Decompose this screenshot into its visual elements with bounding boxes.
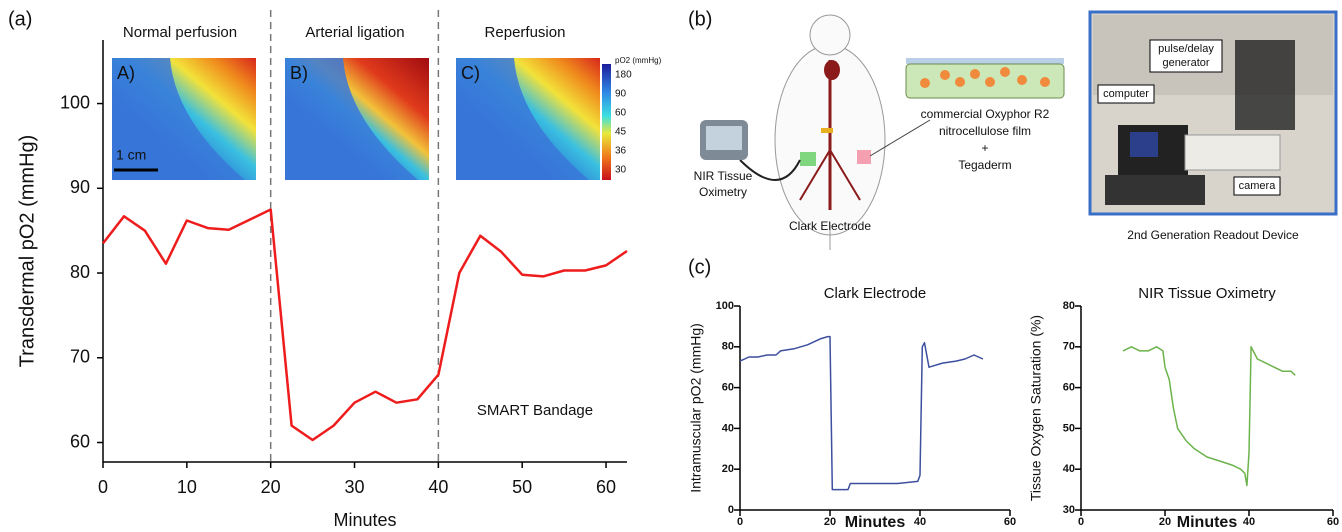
- film-icon: [906, 58, 1064, 98]
- x-tick-label: 50: [512, 477, 532, 497]
- data-line: [740, 337, 983, 490]
- x-tick-label: 60: [1327, 516, 1339, 528]
- x-axis-label: Minutes: [333, 510, 396, 530]
- x-tick-label: 40: [1243, 516, 1255, 528]
- mouse-diagram: [740, 15, 930, 250]
- x-tick-label: 40: [428, 477, 448, 497]
- y-tick-label: 60: [70, 431, 90, 451]
- y-axis-label: Tissue Oxygen Saturation (%): [1028, 315, 1044, 501]
- panel-label: (a): [8, 8, 32, 30]
- y-tick-label: 60: [1063, 382, 1075, 394]
- y-tick-label: 40: [722, 422, 734, 434]
- y-axis-label: Transdermal pO2 (mmHg): [16, 135, 38, 368]
- heatmap: [112, 58, 600, 180]
- photo-label: computer: [1103, 88, 1149, 100]
- chart-title: Clark Electrode: [824, 285, 927, 302]
- x-tick-label: 20: [1159, 516, 1171, 528]
- colorbar: [602, 64, 611, 180]
- y-tick-label: 60: [722, 382, 734, 394]
- x-tick-label: 60: [1004, 516, 1016, 528]
- photo-label: camera: [1239, 180, 1277, 192]
- x-tick-label: 20: [824, 516, 836, 528]
- x-tick-label: 10: [177, 477, 197, 497]
- x-axis-label: Minutes: [1177, 514, 1238, 531]
- image-label: A): [117, 63, 135, 83]
- colorbar-tick-label: 180: [615, 70, 632, 81]
- colorbar-tick-label: 45: [615, 127, 627, 138]
- colorbar-tick-label: 60: [615, 108, 627, 119]
- x-axis-label: Minutes: [845, 514, 906, 531]
- diagram-label: Clark Electrode: [789, 219, 871, 233]
- phase-label: Normal perfusion: [123, 24, 237, 41]
- y-tick-label: 100: [716, 300, 734, 312]
- diagram-label: Tegaderm: [958, 158, 1011, 172]
- photo-label: pulse/delay: [1158, 43, 1214, 55]
- y-axis-label: Intramuscular pO2 (mmHg): [688, 323, 704, 493]
- diagram-label: nitrocellulose film: [939, 124, 1031, 138]
- y-tick-label: 40: [1063, 463, 1075, 475]
- y-tick-label: 70: [70, 347, 90, 367]
- colorbar-tick-label: 90: [615, 89, 627, 100]
- colorbar-tick-label: 30: [615, 165, 627, 176]
- y-tick-label: 30: [1063, 504, 1075, 516]
- photo-caption: 2nd Generation Readout Device: [1127, 228, 1299, 242]
- x-tick-label: 60: [596, 477, 616, 497]
- y-tick-label: 50: [1063, 422, 1075, 434]
- image-label: C): [461, 63, 480, 83]
- colorbar-tick-label: 36: [615, 146, 627, 157]
- y-tick-label: 100: [60, 92, 90, 112]
- y-tick-label: 80: [70, 262, 90, 282]
- data-line: [1123, 347, 1295, 486]
- colorbar-title: pO2 (mmHg): [615, 56, 662, 65]
- y-tick-label: 70: [1063, 341, 1075, 353]
- x-tick-label: 0: [737, 516, 743, 528]
- x-tick-label: 40: [914, 516, 926, 528]
- panel-label: (c): [688, 256, 711, 278]
- chart-title: NIR Tissue Oximetry: [1138, 285, 1276, 302]
- diagram-label: +: [981, 141, 988, 155]
- diagram-label: commercial Oxyphor R2: [921, 107, 1050, 121]
- phase-label: Arterial ligation: [305, 24, 404, 41]
- phase-label: Reperfusion: [485, 24, 566, 41]
- annotation: SMART Bandage: [477, 402, 593, 419]
- x-tick-label: 0: [98, 477, 108, 497]
- diagram-label: NIR Tissue: [694, 169, 753, 183]
- x-tick-label: 30: [345, 477, 365, 497]
- diagram-label: Oximetry: [699, 185, 747, 199]
- oximeter-icon: [700, 120, 748, 160]
- x-tick-label: 0: [1078, 516, 1084, 528]
- y-tick-label: 80: [722, 341, 734, 353]
- figure: (a) (b) (c) Normal perfusion Arterial li…: [0, 0, 1342, 532]
- x-tick-label: 20: [261, 477, 281, 497]
- scale-bar-label: 1 cm: [116, 147, 146, 163]
- y-tick-label: 0: [728, 504, 734, 516]
- y-tick-label: 80: [1063, 300, 1075, 312]
- photo-label: generator: [1162, 57, 1209, 69]
- y-tick-label: 90: [70, 177, 90, 197]
- panel-label: (b): [688, 8, 712, 30]
- y-tick-label: 20: [722, 463, 734, 475]
- image-label: B): [290, 63, 308, 83]
